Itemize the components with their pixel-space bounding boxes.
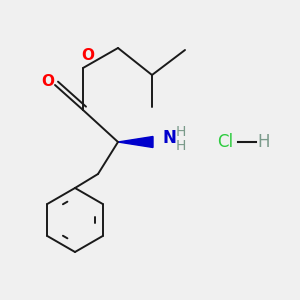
Text: H: H — [176, 139, 186, 153]
Text: H: H — [258, 133, 270, 151]
Text: Cl: Cl — [217, 133, 233, 151]
Polygon shape — [118, 136, 153, 148]
Text: H: H — [176, 125, 186, 139]
Text: O: O — [41, 74, 55, 89]
Text: O: O — [82, 49, 94, 64]
Text: N: N — [162, 129, 176, 147]
